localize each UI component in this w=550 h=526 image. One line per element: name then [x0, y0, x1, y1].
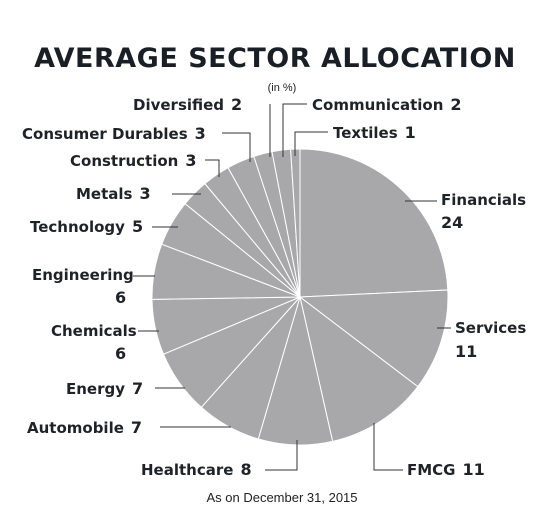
date-footnote: As on December 31, 2015 [206, 490, 357, 505]
chart-title: AVERAGE SECTOR ALLOCATION [34, 43, 516, 74]
leader-line-fmcg [373, 423, 403, 471]
slice-value-consumer-durables: 3 [195, 124, 206, 143]
slice-value-engineering: 6 [115, 288, 126, 307]
slice-label-chemicals: Chemicals [51, 322, 137, 340]
leader-line-textiles [294, 131, 328, 156]
pie-slice-financials [299, 148, 449, 298]
pie-slices [151, 148, 449, 446]
slice-value-services: 11 [455, 342, 477, 361]
slice-label-technology: Technology 5 [30, 217, 143, 236]
slice-label-construction: Construction 3 [70, 151, 197, 170]
slice-value-construction: 3 [185, 151, 196, 170]
slice-label-healthcare: Healthcare 8 [141, 460, 252, 479]
leader-lines [133, 103, 451, 471]
slice-value-technology: 5 [132, 217, 143, 236]
slice-label-services: Services [455, 319, 526, 337]
slice-value-energy: 7 [132, 379, 143, 398]
slice-label-fmcg: FMCG 11 [407, 460, 485, 479]
leader-line-healthcare [265, 440, 298, 471]
slice-value-healthcare: 8 [240, 460, 251, 479]
slice-value-diversified: 2 [231, 95, 242, 114]
slice-label-communication: Communication 2 [312, 95, 462, 114]
slice-label-financials: Financials [441, 191, 526, 209]
slice-label-textiles: Textiles 1 [333, 123, 416, 142]
slice-label-consumer-durables: Consumer Durables 3 [22, 124, 206, 143]
slice-value-financials: 24 [441, 213, 463, 232]
leader-line-construction [205, 159, 220, 177]
slice-label-engineering: Engineering [32, 266, 134, 284]
leader-line-consumer-durables [222, 132, 251, 162]
slice-label-diversified: Diversified 2 [133, 95, 242, 114]
slice-value-metals: 3 [139, 184, 150, 203]
slice-value-textiles: 1 [405, 123, 416, 142]
slice-label-automobile: Automobile 7 [27, 418, 142, 437]
chart-subtitle: (in %) [268, 82, 297, 94]
slice-value-fmcg: 11 [463, 460, 485, 479]
slice-label-metals: Metals 3 [76, 184, 151, 203]
slice-value-communication: 2 [450, 95, 461, 114]
slice-value-chemicals: 6 [115, 344, 126, 363]
pie-slice-fmcg [299, 295, 419, 442]
pie-slice-services [298, 289, 449, 388]
slice-label-energy: Energy 7 [66, 379, 143, 398]
slice-value-automobile: 7 [131, 418, 142, 437]
leader-line-communication [282, 103, 307, 157]
